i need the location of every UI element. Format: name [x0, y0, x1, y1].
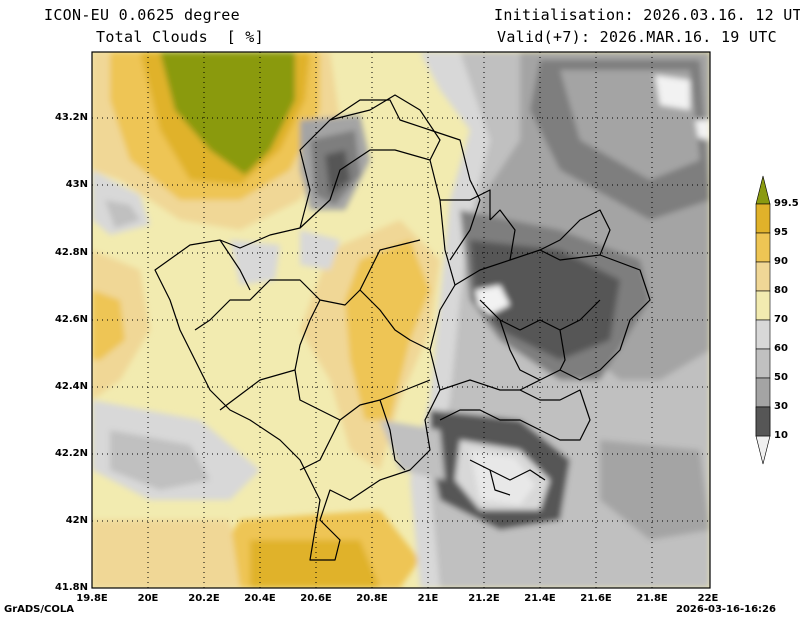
cloud-cover-field: [92, 52, 710, 588]
lat-label: 43N: [65, 179, 88, 190]
colorbar-top-arrow: [755, 175, 771, 205]
lat-label: 41.8N: [54, 582, 88, 593]
lon-label: 19.8E: [76, 593, 108, 604]
render-timestamp: 2026-03-16-16:26: [676, 604, 776, 615]
lon-label: 21.6E: [580, 593, 612, 604]
colorbar-label: 70: [774, 314, 788, 325]
colorbar-label: 60: [774, 343, 788, 354]
colorbar-bottom-arrow: [755, 435, 771, 465]
colorbar-label: 50: [774, 372, 788, 383]
colorbar-label: 80: [774, 285, 788, 296]
lon-label: 20.2E: [188, 593, 220, 604]
lon-label: 21.8E: [636, 593, 668, 604]
lat-label: 43.2N: [54, 112, 88, 123]
field-title: Total Clouds [ %]: [96, 28, 264, 46]
colorbar-label: 30: [774, 401, 788, 412]
admin-boundaries: [154, 94, 651, 561]
lat-label: 42.8N: [54, 247, 88, 258]
colorbar-label: 95: [774, 227, 788, 238]
map-frame: [91, 51, 711, 589]
lon-label: 20.8E: [356, 593, 388, 604]
lon-label: 20E: [137, 593, 159, 604]
lat-label: 42.2N: [54, 448, 88, 459]
lon-label: 21.4E: [524, 593, 556, 604]
colorbar-label: 90: [774, 256, 788, 267]
lon-label: 21E: [417, 593, 439, 604]
initialisation-time: Initialisation: 2026.03.16. 12 UTC: [494, 6, 800, 24]
model-title: ICON-EU 0.0625 degree: [44, 6, 240, 24]
colorbar: [755, 175, 771, 465]
software-credit: GrADS/COLA: [4, 604, 74, 615]
lat-label: 42.4N: [54, 381, 88, 392]
lon-label: 20.4E: [244, 593, 276, 604]
graticule: [92, 52, 710, 588]
valid-time: Valid(+7): 2026.MAR.16. 19 UTC: [497, 28, 777, 46]
lat-label: 42.6N: [54, 314, 88, 325]
lon-label: 21.2E: [468, 593, 500, 604]
colorbar-label: 99.5: [774, 198, 799, 209]
lon-label: 22E: [697, 593, 719, 604]
lat-label: 42N: [65, 515, 88, 526]
colorbar-label: 10: [774, 430, 788, 441]
lon-label: 20.6E: [300, 593, 332, 604]
